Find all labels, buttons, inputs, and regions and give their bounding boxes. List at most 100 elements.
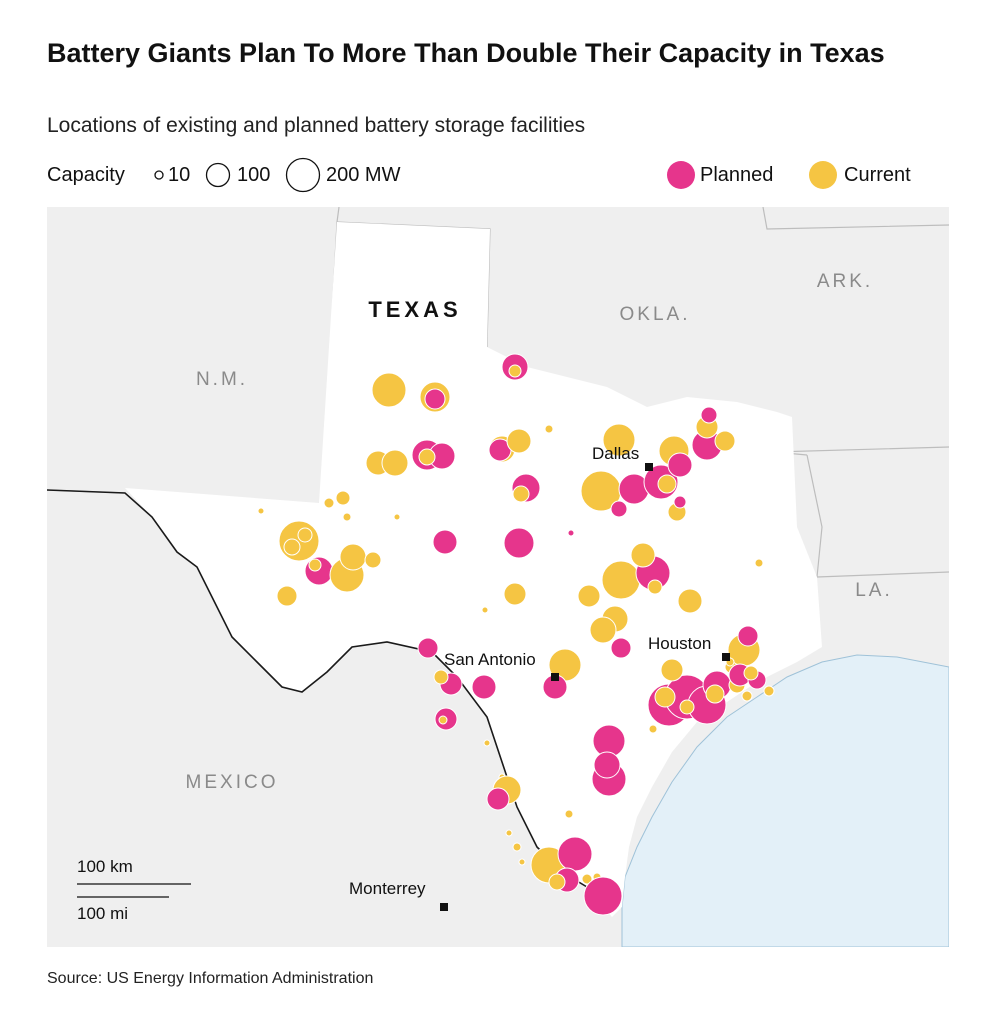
facility-current xyxy=(714,430,736,452)
scale-label-mi: 100 mi xyxy=(77,904,128,923)
facility-current xyxy=(257,507,265,515)
facility-current xyxy=(657,474,677,494)
san-antonio-marker-icon xyxy=(551,673,559,681)
facility-planned xyxy=(610,500,628,518)
facility-current xyxy=(283,538,301,556)
facility-current xyxy=(741,690,753,702)
facility-planned xyxy=(673,495,687,509)
region-label-nm: N.M. xyxy=(196,369,248,390)
region-label-ark: ARK. xyxy=(817,271,873,292)
facility-current xyxy=(660,658,684,682)
facility-planned xyxy=(567,529,575,537)
facility-planned xyxy=(557,836,593,872)
facility-current xyxy=(548,873,566,891)
facility-current xyxy=(483,739,491,747)
facility-current xyxy=(654,686,676,708)
planned-swatch-icon xyxy=(667,161,695,189)
capacity-legend-label: Capacity xyxy=(47,164,125,186)
facility-current xyxy=(705,684,725,704)
facility-planned xyxy=(737,625,759,647)
facility-current xyxy=(679,699,695,715)
facility-current xyxy=(506,428,532,454)
facility-current xyxy=(743,665,759,681)
facility-planned xyxy=(471,674,497,700)
facility-planned xyxy=(610,637,632,659)
facility-current xyxy=(581,873,593,885)
facility-current xyxy=(364,551,382,569)
facility-planned xyxy=(417,637,439,659)
size-200-circle-icon xyxy=(285,157,321,193)
facility-current xyxy=(630,542,656,568)
scale-bar: 100 km 100 mi xyxy=(77,857,191,923)
size-100-label: 100 xyxy=(237,164,271,186)
facility-current xyxy=(601,560,641,600)
map: TEXAS N.M. OKLA. ARK. LA. MEXICO xyxy=(46,206,950,948)
current-legend-label: Current xyxy=(844,164,911,186)
scale-label-km: 100 km xyxy=(77,857,133,876)
size-10-label: 10 xyxy=(168,164,191,186)
facility-planned xyxy=(424,388,446,410)
facility-current xyxy=(393,513,401,521)
source-note: Source: US Energy Information Administra… xyxy=(47,970,374,987)
monterrey-marker-icon xyxy=(440,903,448,911)
city-label-houston: Houston xyxy=(648,634,711,653)
facility-current xyxy=(512,485,530,503)
legend: Capacity 10 100 200 MW Planned Current xyxy=(47,157,947,194)
facility-current xyxy=(323,497,335,509)
facility-current xyxy=(308,558,322,572)
rio-grande-border xyxy=(46,489,613,908)
facility-current xyxy=(438,715,448,725)
facility-current xyxy=(677,588,703,614)
facility-current xyxy=(276,585,298,607)
facility-current xyxy=(577,584,601,608)
facility-current xyxy=(339,543,367,571)
chart-subtitle: Locations of existing and planned batter… xyxy=(47,114,586,137)
facility-current xyxy=(754,558,764,568)
facility-current xyxy=(371,372,407,408)
facility-current xyxy=(508,364,522,378)
facility-markers xyxy=(257,353,775,916)
houston-marker-icon xyxy=(722,653,730,661)
facility-planned xyxy=(593,751,621,779)
facility-current xyxy=(505,829,513,837)
facility-planned xyxy=(667,452,693,478)
facility-current xyxy=(512,842,522,852)
texas-map: TEXAS N.M. OKLA. ARK. LA. MEXICO xyxy=(46,206,950,948)
facility-current xyxy=(647,579,663,595)
facility-current xyxy=(602,423,636,457)
facility-current xyxy=(342,512,352,522)
city-label-dallas: Dallas xyxy=(592,444,639,463)
facility-current xyxy=(418,448,436,466)
facility-planned xyxy=(503,527,535,559)
facility-current xyxy=(503,582,527,606)
region-label-okla: OKLA. xyxy=(620,304,691,325)
facility-current xyxy=(433,669,449,685)
region-label-mexico: MEXICO xyxy=(186,772,279,793)
texas-state xyxy=(125,222,822,917)
facility-current xyxy=(589,616,617,644)
facility-current xyxy=(297,527,313,543)
size-100-circle-icon xyxy=(205,162,231,188)
chart-title: Battery Giants Plan To More Than Double … xyxy=(47,38,885,68)
planned-legend-label: Planned xyxy=(700,164,774,186)
facility-planned xyxy=(583,876,623,916)
facility-current xyxy=(648,724,658,734)
facility-planned xyxy=(432,529,458,555)
facility-planned xyxy=(700,406,718,424)
city-markers: Dallas San Antonio Houston Monterrey xyxy=(349,444,730,911)
facility-current xyxy=(544,424,554,434)
city-label-san-antonio: San Antonio xyxy=(444,650,536,669)
facility-current xyxy=(518,858,526,866)
facility-planned xyxy=(486,787,510,811)
current-swatch-icon xyxy=(809,161,837,189)
facility-current xyxy=(278,520,320,562)
size-200-label: 200 MW xyxy=(326,164,401,186)
city-label-monterrey: Monterrey xyxy=(349,879,426,898)
facility-current xyxy=(335,490,351,506)
gulf-of-mexico xyxy=(621,654,950,948)
region-label-la: LA. xyxy=(855,580,893,601)
dallas-marker-icon xyxy=(645,463,653,471)
facility-current xyxy=(564,809,574,819)
facility-current xyxy=(763,685,775,697)
facility-current xyxy=(481,606,489,614)
